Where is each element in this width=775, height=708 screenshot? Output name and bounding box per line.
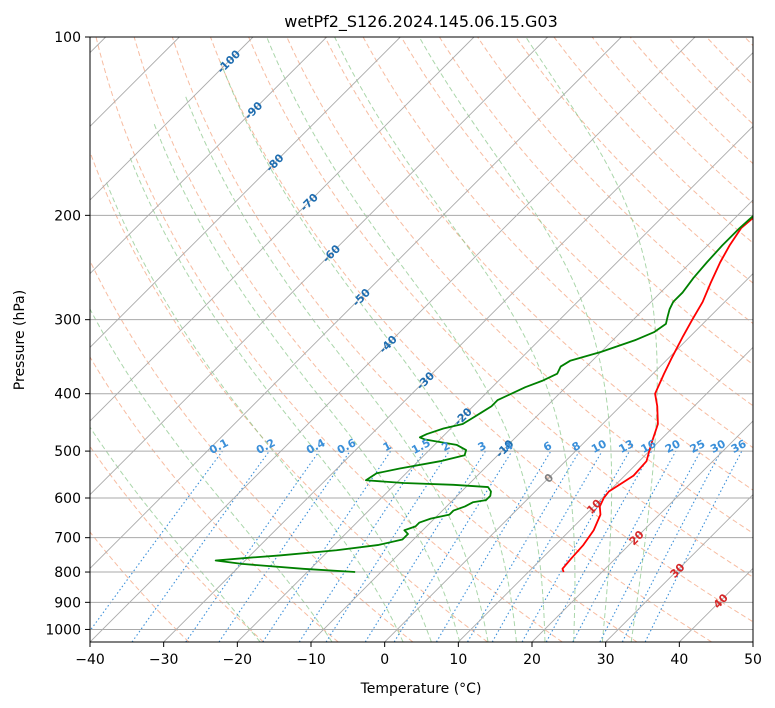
mixing-ratio-label: 16 — [639, 437, 659, 456]
x-tick-label: 40 — [670, 652, 688, 668]
dry-adiabat-line — [248, 37, 753, 578]
x-tick-label: −10 — [296, 652, 326, 668]
isotherm-line — [90, 37, 548, 496]
plot-area — [90, 37, 753, 642]
y-tick-label: 400 — [54, 387, 81, 403]
dry-adiabat-line — [553, 37, 753, 244]
mixing-ratio-label: 13 — [617, 437, 637, 456]
mixing-ratio-line — [545, 450, 653, 642]
x-tick-label: −20 — [223, 652, 253, 668]
isotherm-line — [163, 52, 753, 642]
x-tick-label: 20 — [523, 652, 541, 668]
isotherm-line — [237, 125, 753, 642]
dry-adiabat-line — [171, 37, 712, 642]
dry-adiabat-line — [324, 37, 753, 491]
data-series — [214, 214, 753, 573]
moist-adiabat-line — [334, 37, 576, 642]
mixing-ratio-line — [325, 450, 450, 642]
plot-frame — [89, 36, 754, 643]
mixing-ratio-line — [131, 450, 270, 642]
y-tick-label: 100 — [54, 30, 81, 46]
chart-title: wetPf2_S126.2024.145.06.15.G03 — [284, 12, 558, 32]
x-tick-label: 30 — [597, 652, 615, 668]
mixing-ratio-line — [90, 450, 223, 632]
dry-adiabat-line — [133, 37, 638, 642]
y-tick-label: 1000 — [45, 622, 81, 638]
isotherm-line — [531, 420, 753, 642]
mixing-ratio-line — [644, 450, 743, 642]
y-tick-label: 700 — [54, 531, 81, 547]
y-tick-label: 800 — [54, 565, 81, 581]
isotherm-line — [310, 199, 753, 642]
x-axis-label: Temperature (°C) — [360, 681, 482, 697]
moist-adiabat-line — [418, 37, 613, 642]
moist-adiabat-line — [184, 94, 489, 642]
x-tick-label: −30 — [149, 652, 179, 668]
dry-adiabat-line — [591, 37, 753, 204]
mixing-ratio-line — [298, 450, 425, 642]
dewpoint-profile-line — [214, 214, 753, 573]
dry-adiabat-line — [90, 259, 414, 642]
dry-adiabat-line — [439, 37, 753, 366]
y-tick-label: 500 — [54, 444, 81, 460]
moist-adiabat-line — [105, 180, 404, 642]
isotherm-line — [384, 273, 753, 642]
mixing-ratio-line — [218, 450, 351, 642]
y-tick-label: 600 — [54, 491, 81, 507]
mixing-ratio-label: 25 — [688, 437, 708, 456]
isotherm-line — [458, 346, 753, 642]
x-tick-label: 50 — [744, 652, 762, 668]
isotherm-line — [605, 494, 753, 642]
x-tick-label: −40 — [75, 652, 105, 668]
isotherm-line — [90, 37, 254, 201]
isotherm-line — [90, 37, 475, 422]
moist-adiabat-line — [219, 61, 517, 642]
mixing-ratio-label: 10 — [589, 437, 609, 456]
mixing-ratio-labels: 0.1 0.2 0.4 0.6 1 1.5 2 3 4 6 8 10 13 16 20 25 30 36 — [207, 436, 749, 457]
dry-adiabat-line — [90, 150, 488, 642]
moist-adiabat-line — [90, 308, 333, 642]
dry-adiabat-line — [95, 37, 563, 642]
mixing-ratio-line — [185, 450, 320, 642]
temperature-profile-line — [561, 216, 753, 573]
x-tick-label: 0 — [380, 652, 389, 668]
dry-adiabat-line — [210, 37, 753, 623]
x-tick-label: 10 — [449, 652, 467, 668]
y-axis-label: Pressure (hPa) — [12, 290, 28, 390]
y-tick-label: 300 — [54, 313, 81, 329]
mixing-ratio-line — [393, 450, 513, 642]
isotherm-line — [90, 37, 327, 275]
moist-adiabat-line — [525, 37, 658, 642]
isotherm-line — [90, 37, 696, 642]
mixing-ratio-line — [262, 450, 392, 642]
isotherms — [90, 37, 753, 642]
mixing-ratio-label: 36 — [729, 437, 749, 456]
y-tick-label: 900 — [54, 595, 81, 611]
mixing-ratio-label: 30 — [708, 437, 728, 456]
dry-adiabat-line — [90, 531, 190, 642]
dry-adiabat-line — [400, 37, 753, 407]
mixing-ratio-line — [521, 450, 630, 642]
mixing-ratio-label: 20 — [663, 437, 683, 456]
moist-adiabat-line — [266, 37, 546, 642]
dry-adiabat-line — [90, 356, 339, 642]
isotherm-line — [90, 37, 622, 569]
y-tick-label: 200 — [54, 208, 81, 224]
y-axis-ticks: 100 200 300 400 500 600 700 800 900 1000 — [45, 30, 90, 638]
dry-adiabat-line — [286, 37, 753, 534]
x-axis-ticks: −40 −30 −20 −10 0 10 20 30 40 50 — [75, 642, 762, 668]
pressure-gridlines — [90, 37, 753, 630]
mixing-ratio-lines — [90, 450, 743, 642]
mixing-ratio-line — [572, 450, 677, 642]
isotherm-line — [90, 37, 401, 348]
dry-adiabat-line — [477, 37, 753, 325]
